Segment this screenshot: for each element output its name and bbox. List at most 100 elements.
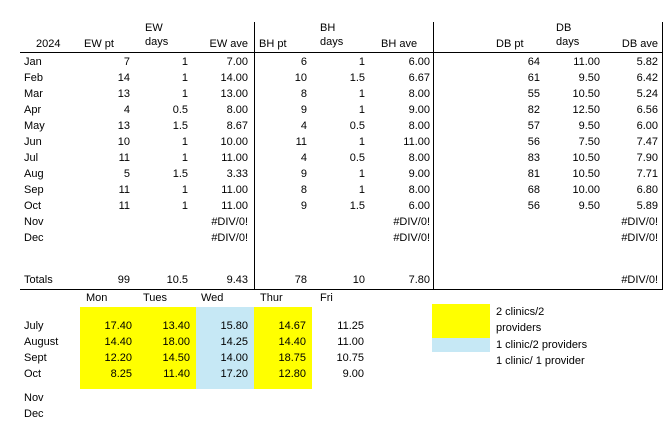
db-pt-cell: 56 — [527, 136, 540, 148]
bh-days-cell: 1.5 — [349, 72, 365, 84]
bh-pt-cell: 9 — [300, 200, 307, 212]
bh-days-cell: 1 — [358, 56, 365, 68]
wed-cell: 15.80 — [220, 320, 248, 332]
ew-days-cell — [138, 230, 188, 246]
db-days-cell: 9.50 — [578, 120, 600, 132]
legend-two-clinics-line1: 2 clinics/2 — [496, 306, 545, 318]
totals-bottom-border — [20, 289, 663, 290]
bh-pt-cell: 4 — [300, 120, 307, 132]
db-pt-cell: 57 — [527, 120, 540, 132]
bh-ave-cell: 9.00 — [408, 104, 430, 116]
db-days-cell: 9.50 — [578, 200, 600, 212]
ew-pt-cell: 11 — [118, 152, 130, 164]
mon-cell: 8.25 — [110, 368, 132, 380]
ew-pt-cell: 4 — [123, 104, 130, 116]
db-pt-total — [490, 272, 540, 288]
db-days-cell — [550, 230, 600, 246]
db-ave-cell: 7.90 — [636, 152, 658, 164]
bh-ave-cell: #DIV/0! — [393, 216, 430, 228]
ew-ave-total: 9.43 — [226, 274, 248, 286]
ew-days-cell: 1 — [181, 136, 188, 148]
header-underline — [20, 52, 663, 53]
tues-cell: 11.40 — [163, 368, 190, 380]
bh-ave-cell: 8.00 — [408, 120, 430, 132]
bh-pt-cell: 8 — [300, 184, 307, 196]
bh-days-cell — [315, 230, 365, 246]
header-ew-pt: EW pt — [84, 38, 114, 50]
db-days-cell: 10.50 — [572, 88, 600, 100]
bh-ave-cell: 8.00 — [408, 152, 430, 164]
thur-cell: 12.80 — [278, 368, 306, 380]
db-ave-cell: #DIV/0! — [621, 232, 658, 244]
fri-cell: 10.75 — [336, 352, 364, 364]
ew-ave-cell: 3.33 — [226, 168, 248, 180]
ew-days-cell: 0.5 — [172, 104, 188, 116]
thur-cell: 14.67 — [278, 320, 306, 332]
ew-pt-cell: 14 — [117, 72, 130, 84]
mon-cell: 12.20 — [104, 352, 132, 364]
ew-days-cell — [138, 214, 188, 230]
db-days-cell — [550, 214, 600, 230]
ew-ave-cell: 11.00 — [221, 184, 248, 196]
ew-ave-cell: 11.00 — [221, 152, 248, 164]
bh-pt-cell: 6 — [300, 56, 307, 68]
bh-ave-cell: 6.00 — [408, 200, 430, 212]
db-ave-cell: 6.42 — [636, 72, 658, 84]
thur-cell: 18.75 — [278, 352, 306, 364]
header-fri: Fri — [320, 292, 333, 304]
bh-ave-cell: 8.00 — [408, 184, 430, 196]
bh-days-cell: 1 — [358, 88, 365, 100]
ew-bh-separator — [254, 22, 255, 290]
legend-swatch-blue — [432, 338, 490, 352]
db-pt-cell: 68 — [527, 184, 540, 196]
ew-pt-cell: 5 — [123, 168, 130, 180]
wed-cell: 17.20 — [220, 368, 248, 380]
bh-pt-cell: 10 — [294, 72, 307, 84]
tues-cell: 18.00 — [162, 336, 190, 348]
ew-pt-cell: 13 — [117, 88, 130, 100]
ew-days-cell: 1 — [181, 56, 188, 68]
mon-cell: 17.40 — [104, 320, 132, 332]
ew-days-cell: 1.5 — [172, 168, 188, 180]
ew-days-cell: 1.5 — [172, 120, 188, 132]
month-label: Dec — [24, 232, 44, 244]
bh-pt-cell: 8 — [300, 88, 307, 100]
db-ave-cell: 5.89 — [636, 200, 658, 212]
legend-two-clinics-line2: providers — [496, 322, 542, 334]
fill-thur — [254, 307, 312, 389]
ew-pt-cell — [80, 230, 130, 246]
thur-cell: 14.40 — [278, 336, 306, 348]
bh-days-cell: 1 — [358, 184, 365, 196]
db-pt-cell — [490, 230, 540, 246]
fri-cell: 11.25 — [337, 320, 364, 332]
tues-cell: 13.40 — [162, 320, 190, 332]
month-label: Aug — [24, 168, 44, 180]
db-pt-cell: 64 — [527, 56, 540, 68]
db-days-cell: 12.50 — [572, 104, 600, 116]
month-label: July — [24, 320, 44, 332]
bh-days-cell: 1.5 — [349, 200, 365, 212]
ew-ave-cell: #DIV/0! — [211, 232, 248, 244]
db-days-cell: 10.50 — [572, 152, 600, 164]
db-pt-cell: 56 — [527, 200, 540, 212]
bh-days-cell: 1 — [358, 168, 365, 180]
month-label: May — [24, 120, 45, 132]
header-year: 2024 — [36, 38, 61, 50]
month-label: Sep — [24, 184, 44, 196]
ew-days-cell: 1 — [181, 184, 188, 196]
bh-days-cell: 1 — [358, 136, 365, 148]
header-bh-ave: BH ave — [381, 38, 418, 50]
header-bh-days-top: BH — [320, 22, 336, 34]
fri-cell: 11.00 — [337, 336, 364, 348]
ew-ave-cell: 10.00 — [220, 136, 248, 148]
right-border — [662, 22, 663, 290]
bh-ave-cell: 6.67 — [408, 72, 430, 84]
header-wed: Wed — [201, 292, 224, 304]
month-label: Apr — [24, 104, 42, 116]
db-days-cell: 7.50 — [578, 136, 600, 148]
month-label: Dec — [24, 408, 44, 420]
header-tues: Tues — [143, 292, 168, 304]
bh-pt-cell: 9 — [300, 104, 307, 116]
ew-ave-cell: 7.00 — [226, 56, 248, 68]
ew-ave-cell: #DIV/0! — [211, 216, 248, 228]
